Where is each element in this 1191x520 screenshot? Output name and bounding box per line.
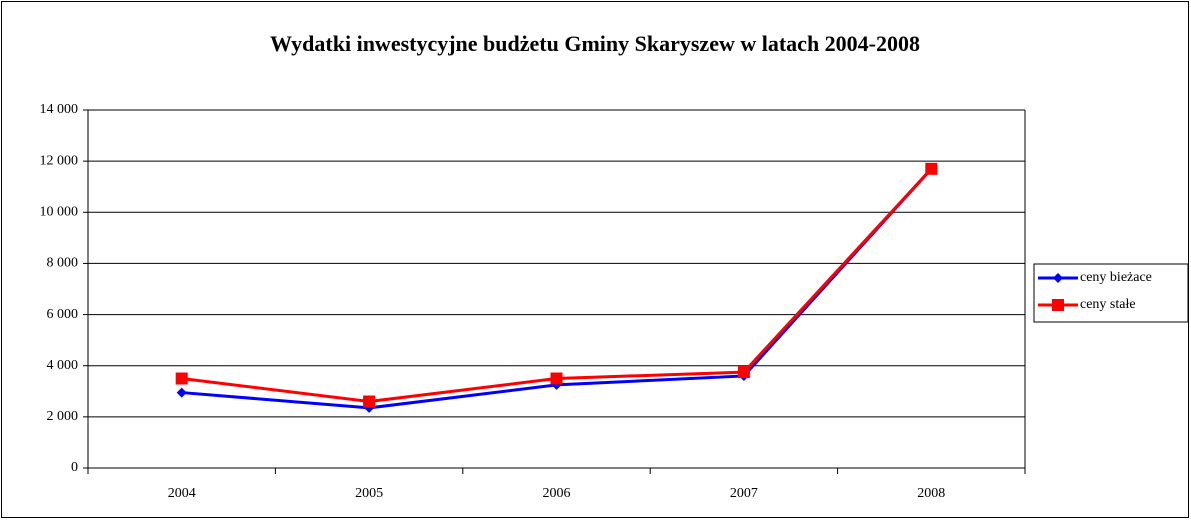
marker — [925, 162, 938, 175]
y-tick-label: 4 000 — [47, 358, 79, 373]
x-tick-label: 2004 — [168, 486, 196, 501]
marker — [550, 372, 563, 385]
y-tick-label: 0 — [71, 460, 78, 475]
marker — [1053, 273, 1063, 283]
y-tick-label: 6 000 — [47, 307, 79, 322]
y-tick-label: 8 000 — [47, 256, 79, 271]
marker — [737, 366, 750, 379]
y-tick-label: 12 000 — [40, 153, 79, 168]
marker — [363, 395, 376, 408]
chart-title: Wydatki inwestycyjne budżetu Gminy Skary… — [270, 31, 920, 56]
legend-label: ceny stałe — [1080, 297, 1136, 312]
x-tick-label: 2006 — [543, 486, 571, 501]
legend-box — [1033, 263, 1189, 323]
x-tick-label: 2005 — [355, 486, 383, 501]
marker — [1052, 299, 1064, 311]
legend-label: ceny bieżace — [1080, 270, 1152, 285]
y-tick-label: 14 000 — [40, 102, 79, 117]
marker — [176, 387, 187, 398]
x-tick-label: 2008 — [917, 486, 945, 501]
x-tick-label: 2007 — [730, 486, 758, 501]
y-tick-label: 2 000 — [47, 409, 79, 424]
marker — [175, 372, 188, 385]
y-tick-label: 10 000 — [40, 205, 79, 220]
